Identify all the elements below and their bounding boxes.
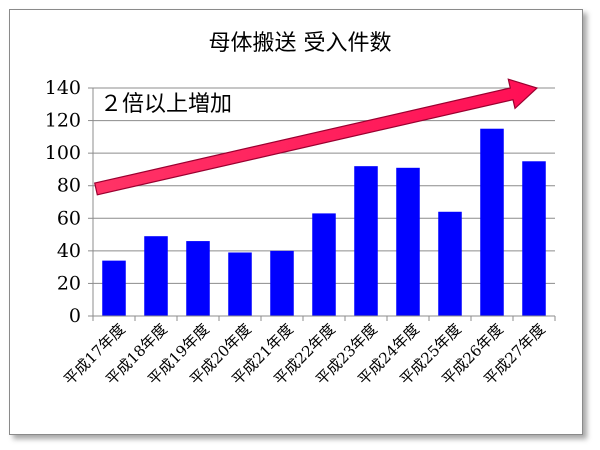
bar: [438, 211, 462, 316]
bar: [102, 260, 126, 316]
bar: [186, 241, 210, 316]
bar: [270, 250, 294, 316]
y-tick-label: 80: [57, 175, 81, 197]
bar: [228, 252, 252, 316]
bar: [354, 166, 378, 316]
bar: [396, 167, 420, 316]
y-tick-label: 60: [57, 207, 81, 229]
y-tick-label: 0: [69, 305, 81, 327]
y-tick-label: 140: [45, 77, 81, 99]
bar: [144, 236, 168, 316]
annotation-label: ２倍以上増加: [100, 92, 232, 117]
y-tick-label: 100: [45, 142, 81, 164]
y-tick-label: 120: [45, 110, 81, 132]
chart-title: 母体搬送 受入件数: [209, 31, 392, 56]
bar: [480, 128, 504, 316]
y-tick-label: 40: [57, 240, 81, 262]
bar: [312, 213, 336, 316]
bar: [522, 161, 546, 316]
trend-arrow: [93, 78, 539, 196]
y-tick-label: 20: [57, 272, 81, 294]
